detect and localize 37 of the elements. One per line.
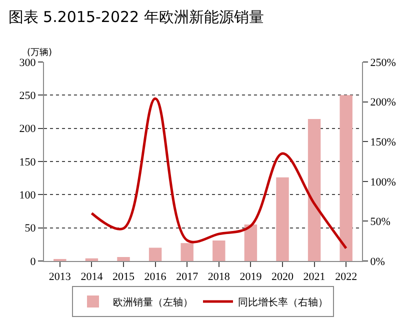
- bar: [308, 119, 321, 261]
- bar: [117, 257, 130, 261]
- bar: [276, 177, 289, 261]
- y-axis-title: (万辆): [27, 47, 52, 58]
- y-tick-label: 200: [19, 123, 36, 136]
- bar: [212, 240, 226, 261]
- chart-title: 图表 5.2015-2022 年欧洲新能源销量: [8, 8, 264, 26]
- y-tick-label: 0: [30, 256, 36, 268]
- y2-tick-label: 50%: [370, 216, 390, 228]
- legend-label: 同比增长率（右轴）: [238, 296, 328, 308]
- x-tick-label: 2014: [80, 271, 104, 284]
- legend-label: 欧洲销量（左轴）: [113, 296, 193, 308]
- y-tick-label: 300: [19, 56, 36, 69]
- y2-tick-label: 200%: [370, 96, 396, 109]
- x-tick-label: 2019: [240, 271, 262, 284]
- y2-tick-label: 150%: [370, 136, 396, 148]
- x-tick-label: 2017: [176, 271, 199, 284]
- line-series: [90, 97, 348, 250]
- x-tick-label: 2016: [144, 271, 167, 284]
- bar: [340, 95, 352, 261]
- x-tick-label: 2013: [48, 271, 72, 284]
- x-tick-label: 2015: [112, 271, 135, 284]
- y2-tick-label: 250%: [370, 56, 396, 69]
- y-tick-label: 150: [19, 156, 36, 168]
- y-tick-label: 50: [24, 222, 36, 235]
- bar: [180, 243, 194, 261]
- bar: [85, 258, 98, 261]
- bar: [244, 224, 258, 261]
- y-tick-label: 100: [19, 190, 36, 202]
- y-tick-label: 250: [19, 90, 36, 102]
- x-tick-label: 2021: [303, 271, 326, 284]
- bar: [148, 248, 162, 261]
- y2-tick-label: 100%: [370, 176, 396, 188]
- x-tick-label: 2022: [335, 271, 358, 284]
- x-tick-label: 2020: [272, 271, 294, 284]
- y2-tick-label: 0%: [370, 256, 385, 268]
- x-tick-label: 2018: [208, 271, 230, 284]
